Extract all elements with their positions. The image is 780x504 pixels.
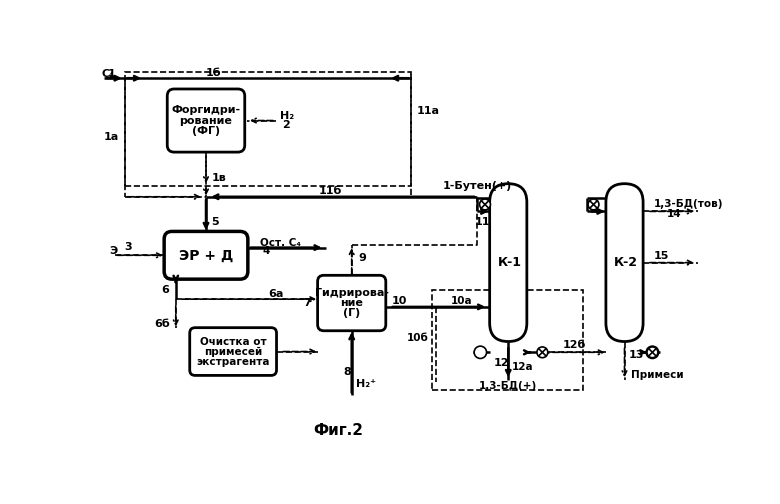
Text: 10а: 10а [451,296,473,306]
Text: рование: рование [179,115,232,125]
Text: Форгидри-: Форгидри- [172,105,240,115]
Text: Очистка от: Очистка от [200,337,267,347]
Circle shape [474,346,487,358]
Text: К-1: К-1 [498,256,522,269]
Text: примесей: примесей [204,347,262,356]
FancyBboxPatch shape [164,231,248,279]
Text: 4: 4 [263,246,270,257]
Text: Э: Э [109,246,117,257]
FancyBboxPatch shape [490,183,526,342]
Text: 12б: 12б [562,340,586,350]
Text: H₂: H₂ [280,111,295,121]
Circle shape [480,199,491,210]
FancyBboxPatch shape [167,89,245,152]
Text: Гидрирова-: Гидрирова- [314,288,388,298]
Circle shape [647,347,658,358]
Text: ЭР + Д: ЭР + Д [179,248,233,262]
Text: 1,3-БД(+): 1,3-БД(+) [479,381,537,391]
Text: 3: 3 [125,242,133,252]
Circle shape [588,199,599,210]
Bar [432,290,583,390]
Text: 10: 10 [392,296,407,306]
Text: 6а: 6а [268,289,283,299]
Text: 5: 5 [211,217,219,227]
Text: 12а: 12а [512,362,534,372]
Text: (ФГ): (ФГ) [192,127,220,136]
Text: С₄: С₄ [101,70,115,79]
Circle shape [646,346,658,358]
Circle shape [537,347,548,358]
Text: ние: ние [340,298,363,308]
Text: 1: 1 [108,69,115,79]
Text: 2: 2 [282,120,289,130]
Text: 1,3-БД(тов): 1,3-БД(тов) [654,199,724,209]
Text: H₂⁺: H₂⁺ [356,379,376,389]
FancyBboxPatch shape [190,328,277,375]
FancyBboxPatch shape [606,183,643,342]
Text: 13: 13 [629,350,644,360]
Text: 7: 7 [303,298,311,308]
Text: 10б: 10б [406,333,428,343]
Bar [125,72,411,186]
Text: К-2: К-2 [614,256,638,269]
FancyBboxPatch shape [317,275,386,331]
Text: 1б: 1б [206,68,222,78]
Text: Примеси: Примеси [631,369,683,380]
Text: 8: 8 [343,367,351,377]
Text: (Г): (Г) [343,308,360,318]
Text: 1в: 1в [211,173,226,183]
Text: экстрагента: экстрагента [197,356,270,366]
Text: 9: 9 [358,253,366,263]
Text: 1а: 1а [104,133,119,143]
Text: 11б: 11б [318,186,342,197]
Text: 14: 14 [667,210,682,219]
Text: 6: 6 [161,285,169,295]
Text: 12: 12 [494,358,509,368]
Text: 11: 11 [475,217,491,227]
Text: 1-Бутен(+): 1-Бутен(+) [442,181,512,191]
Text: Ост. С₄: Ост. С₄ [261,238,301,248]
Text: 6б: 6б [154,319,169,329]
Text: 11а: 11а [417,105,440,115]
Text: Фиг.2: Фиг.2 [313,422,363,437]
Text: 15: 15 [654,250,669,261]
